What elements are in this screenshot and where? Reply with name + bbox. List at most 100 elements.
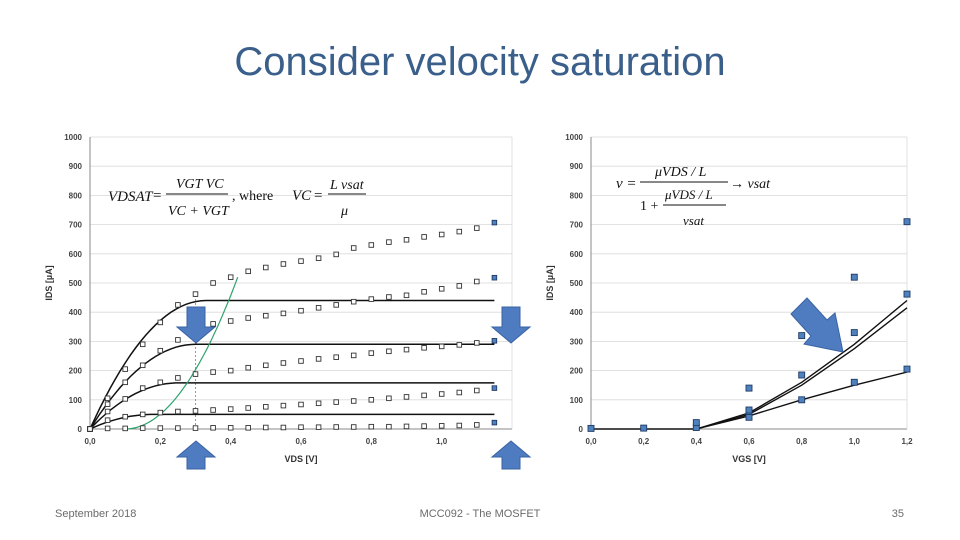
x-tick-label: 0,8	[366, 437, 378, 446]
y-axis-label: IDS [µA]	[44, 265, 54, 300]
model-curve	[89, 413, 495, 430]
data-point	[798, 332, 806, 340]
data-point	[210, 321, 216, 327]
data-point	[350, 245, 357, 251]
data-point	[333, 424, 339, 430]
data-point	[850, 378, 858, 386]
annotation-arrows	[175, 297, 844, 470]
data-point	[175, 425, 181, 431]
footer-course: MCC092 - The MOSFET	[419, 508, 541, 520]
data-point	[139, 341, 146, 348]
x-tick-label: 0,0	[585, 437, 597, 446]
data-point	[315, 424, 322, 430]
data-point	[280, 310, 287, 317]
y-tick-label: 500	[570, 279, 584, 288]
data-point	[263, 424, 269, 431]
down-arrow-icon	[490, 306, 532, 344]
data-point	[245, 364, 251, 371]
data-point	[245, 405, 251, 411]
y-tick-label: 100	[570, 396, 584, 405]
data-point	[227, 318, 234, 324]
data-point	[421, 345, 427, 351]
data-point	[333, 399, 339, 405]
right-chart: 0 100 200 300 400 500 600 700 800 900 1000 0,0 0,2 0,…	[545, 133, 913, 464]
data-point	[192, 371, 199, 377]
y-axis-label: IDS [µA]	[545, 265, 555, 300]
data-point	[386, 239, 392, 245]
data-point	[438, 231, 445, 238]
data-point	[491, 219, 498, 226]
data-point	[798, 371, 806, 379]
x-tick-label: 0,2	[155, 437, 167, 446]
y-tick-label: 0	[78, 425, 83, 434]
data-point	[368, 350, 375, 356]
model-curve	[89, 382, 495, 430]
data-point	[438, 343, 445, 350]
eq-vc-den: μ	[340, 204, 348, 219]
data-point	[350, 298, 357, 305]
data-point	[438, 423, 445, 429]
data-point	[798, 396, 806, 404]
data-point	[298, 307, 304, 314]
data-point	[403, 237, 410, 243]
data-point	[903, 290, 911, 298]
data-point	[474, 340, 480, 346]
up-arrow-icon	[175, 440, 217, 470]
eq2-den-num: μVDS / L	[664, 187, 713, 202]
velocity-equation: v = μVDS / L 1 + μVDS / L vsat → vsat	[616, 165, 771, 228]
y-tick-label: 600	[570, 250, 584, 259]
y-tick-label: 1000	[64, 133, 82, 142]
data-point	[139, 411, 146, 418]
model-curve	[89, 299, 495, 430]
diagonal-arrow-icon	[790, 297, 844, 353]
eq-den: VC + VGT	[168, 204, 230, 219]
x-axis-label: VDS [V]	[284, 454, 317, 464]
y-tick-label: 1000	[565, 133, 583, 142]
data-point	[745, 384, 753, 392]
data-point	[298, 258, 304, 264]
data-point	[122, 379, 128, 386]
y-tick-label: 300	[570, 337, 584, 346]
data-point	[491, 338, 498, 344]
data-point	[386, 348, 392, 355]
data-point	[210, 369, 216, 375]
data-point	[491, 274, 498, 281]
data-point	[587, 424, 595, 432]
data-point	[456, 342, 463, 348]
data-point	[745, 413, 753, 421]
data-point	[104, 401, 111, 407]
data-point	[192, 291, 199, 297]
data-point	[386, 395, 392, 402]
data-point	[421, 289, 427, 295]
data-point	[263, 264, 269, 271]
data-point	[263, 404, 269, 410]
data-point	[157, 409, 164, 416]
data-point	[456, 228, 463, 235]
slide-title: Consider velocity saturation	[234, 40, 726, 84]
data-point	[175, 337, 181, 343]
data-point	[210, 280, 216, 286]
eq-num: VGT VC	[176, 177, 224, 192]
data-point	[298, 424, 304, 430]
data-point	[640, 424, 648, 432]
data-point	[104, 395, 111, 402]
data-point	[333, 302, 339, 308]
data-point	[263, 362, 269, 369]
y-tick-label: 900	[570, 162, 584, 171]
data-point	[456, 422, 463, 429]
data-point	[87, 426, 93, 432]
data-point	[280, 360, 287, 366]
data-point	[421, 234, 427, 240]
x-tick-label: 0,8	[796, 437, 808, 446]
data-point	[227, 406, 234, 412]
data-point	[350, 398, 357, 404]
data-point	[456, 389, 463, 396]
data-point	[903, 218, 911, 226]
y-tick-label: 500	[69, 279, 83, 288]
y-tick-label: 200	[570, 367, 584, 376]
data-point	[227, 425, 234, 431]
data-point	[315, 356, 322, 362]
eq-lhs: VDSAT	[108, 189, 154, 205]
eq2-lhs: v =	[616, 176, 637, 192]
data-point	[175, 375, 181, 381]
